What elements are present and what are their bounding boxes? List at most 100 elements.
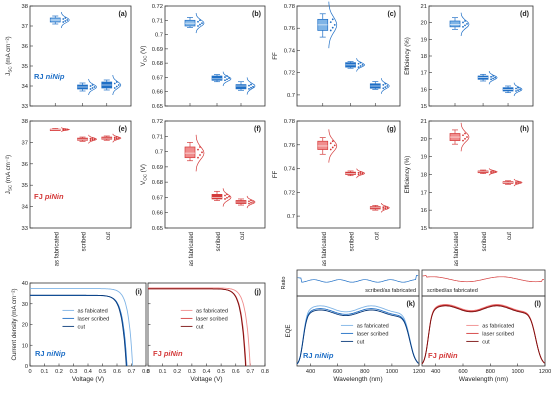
y-tick-label: 0.67 [152, 195, 163, 201]
data-point [515, 181, 517, 183]
legend-label: laser scribed [196, 316, 228, 322]
panel-e [29, 120, 132, 229]
data-point [226, 193, 228, 196]
y-tick-label: 16 [421, 208, 427, 214]
data-point [66, 19, 69, 21]
x-category-label: cut [240, 232, 246, 240]
distribution-curve [88, 78, 97, 96]
data-point [357, 66, 360, 69]
data-point [252, 85, 254, 88]
legend-label: as fabricated [196, 308, 228, 314]
data-point [382, 208, 385, 210]
distribution-curve [488, 70, 498, 85]
data-point [248, 84, 250, 87]
data-point [201, 151, 203, 154]
y-axis-label: FF [272, 52, 279, 60]
x-category-label: as fabricated [454, 232, 460, 266]
y-tick-label: 40 [22, 281, 28, 287]
data-point [93, 86, 96, 88]
distribution-curve [195, 13, 205, 34]
x-tick-label: 0.8 [261, 369, 269, 375]
data-point [515, 87, 517, 90]
data-point [201, 22, 203, 25]
data-point [89, 88, 92, 90]
y-tick-label: 0.65 [152, 104, 163, 110]
data-point [464, 24, 466, 27]
data-point [331, 26, 334, 29]
data-point [462, 139, 464, 142]
data-point [517, 182, 519, 184]
x-tick-label: 0.4 [203, 369, 211, 375]
y-tick-label: 0.78 [284, 119, 295, 125]
x-category-label: scribed [216, 232, 222, 251]
data-point [519, 88, 521, 91]
panel-letter: (b) [252, 11, 261, 18]
data-point [329, 21, 332, 24]
panel-frame [421, 295, 546, 367]
data-point [331, 140, 334, 143]
y-tick-label: 0.69 [152, 47, 163, 53]
y-tick-label: 34 [22, 205, 29, 211]
panel-a [29, 5, 132, 107]
panel-k [296, 269, 420, 367]
panel-letter: (h) [520, 126, 529, 133]
y-tick-label: 0.66 [152, 211, 163, 217]
panel-l [421, 269, 546, 367]
data-point [224, 79, 226, 82]
y-tick-label: 20 [22, 323, 28, 329]
panel-letter: (l) [534, 301, 541, 308]
y-tick-label: 33 [22, 226, 28, 232]
panel-letter: (a) [118, 11, 127, 18]
box [211, 194, 223, 200]
data-point [386, 206, 389, 209]
x-tick-label: 600 [333, 369, 342, 375]
data-point [384, 86, 387, 89]
y-tick-label: 21 [421, 4, 427, 10]
y-tick-label: 0.72 [152, 4, 163, 10]
panel-letter: (c) [387, 11, 396, 18]
distribution-curve [222, 71, 232, 87]
x-tick-label: 800 [360, 369, 369, 375]
y-tick-label: 0.7 [287, 93, 295, 99]
panel-frame [296, 5, 401, 107]
x-tick-label: 0.7 [128, 369, 136, 375]
distribution-curve [356, 168, 366, 179]
legend-label: as fabricated [482, 323, 514, 329]
data-point [197, 156, 199, 159]
data-point [333, 23, 336, 26]
y-tick-label: 20 [421, 137, 427, 143]
y-tick-label: 0.78 [284, 4, 295, 10]
data-point [361, 172, 364, 175]
panel-j [147, 282, 266, 367]
y-tick-label: 30 [22, 302, 28, 308]
y-tick-label: 35 [22, 64, 28, 70]
data-point [197, 20, 199, 23]
data-point [199, 154, 201, 156]
data-point [357, 171, 360, 174]
data-point [359, 65, 362, 67]
data-point [333, 144, 336, 147]
data-point [248, 202, 250, 205]
y-tick-label: 19 [421, 155, 427, 161]
distribution-curve [112, 74, 122, 96]
distribution-curve [112, 133, 122, 143]
data-point [64, 128, 67, 131]
data-point [462, 21, 464, 24]
x-category-label: as fabricated [189, 232, 195, 266]
data-point [466, 136, 468, 138]
x-axis-label: Wavelength (nm) [333, 376, 382, 383]
eqe-curve [296, 305, 419, 365]
panel-frame [164, 120, 266, 229]
data-point [250, 199, 252, 202]
data-point [115, 136, 118, 138]
data-point [62, 128, 65, 131]
y-tick-label: 15 [421, 104, 427, 110]
data-point [91, 87, 94, 89]
y-tick-label: 18 [421, 54, 427, 60]
y-tick-label: 0.67 [152, 75, 163, 81]
x-tick-label: 0 [28, 369, 31, 375]
x-tick-label: 800 [486, 369, 495, 375]
data-point [517, 86, 519, 89]
ratio-curve [297, 275, 419, 283]
y-tick-label: 0.7 [155, 150, 163, 156]
